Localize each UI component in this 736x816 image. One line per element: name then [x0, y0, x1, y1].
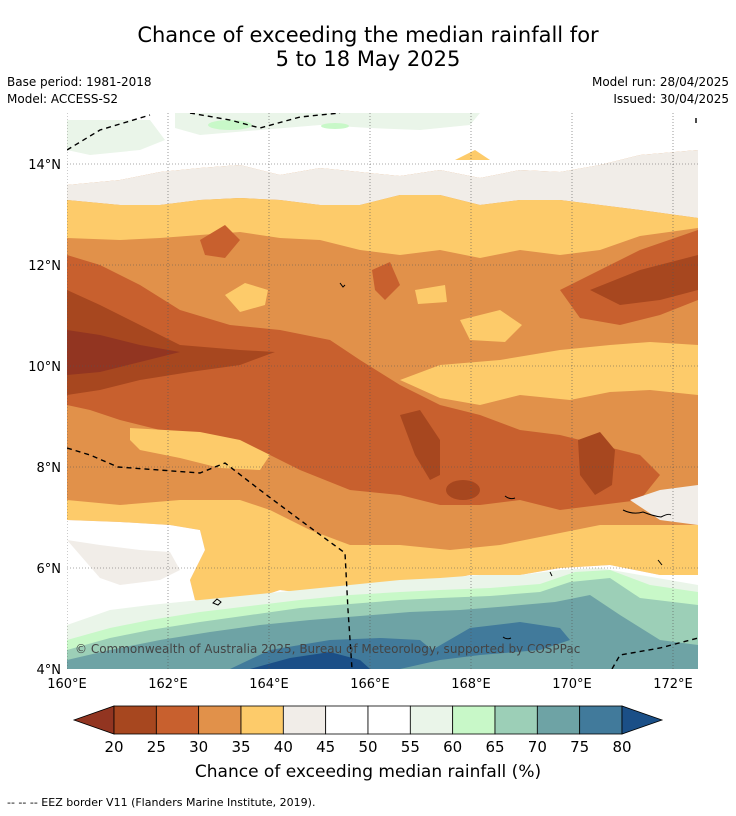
zone-yellow-north [67, 195, 698, 258]
lon-label: 166°E [350, 677, 390, 692]
colorbar-tick-label: 65 [485, 738, 504, 756]
zone-yellow-patch-3 [460, 310, 522, 342]
zone-yellow-east [400, 342, 698, 405]
colorbar-tick-label: 45 [316, 738, 335, 756]
colorbar-swatch [536, 705, 581, 735]
colorbar-tick-label: 60 [443, 738, 462, 756]
lon-label: 162°E [148, 677, 188, 692]
colorbar-tick-label: 50 [358, 738, 377, 756]
map-title-line2: 5 to 18 May 2025 [275, 47, 461, 71]
lon-label: 164°E [249, 677, 289, 692]
zone-teal-south [67, 595, 698, 669]
lat-label: 4°N [37, 663, 62, 678]
lat-label: 10°N [28, 360, 61, 375]
colorbar-swatch [409, 705, 454, 735]
grid-lines [67, 113, 698, 669]
lon-label: 170°E [552, 677, 592, 692]
lat-label: 12°N [28, 259, 61, 274]
eez-footnote: -- -- -- EEZ border V11 (Flanders Marine… [7, 796, 316, 809]
issued-date: Issued: 30/04/2025 [613, 92, 729, 106]
colorbar-tick-label: 35 [231, 738, 250, 756]
meta-left: Base period: 1981-2018 Model: ACCESS-S2 [7, 74, 152, 108]
zone-dark-orange-blob-2 [372, 262, 400, 300]
zone-dark-orange-blob [200, 225, 240, 258]
model-name: Model: ACCESS-S2 [7, 92, 119, 106]
islands [212, 282, 672, 640]
zone-green-patch-2 [321, 123, 349, 129]
colorbar-tick-label: 80 [612, 738, 631, 756]
zone-grey-southwest [67, 540, 180, 585]
zone-grey-north [67, 150, 698, 218]
zone-yellow-west-strip [130, 428, 270, 470]
lon-label: 172°E [653, 677, 693, 692]
colorbar-under-arrow [72, 705, 115, 735]
colorbar-swatch [367, 705, 411, 735]
colorbar-swatch [155, 705, 200, 735]
colorbar-tick-label: 70 [528, 738, 547, 756]
colorbar-tick-label: 40 [274, 738, 293, 756]
colorbar-swatch [282, 705, 327, 735]
lat-label: 6°N [37, 562, 62, 577]
zone-brown-blob-2 [400, 410, 440, 480]
zone-yellow-small [455, 150, 490, 160]
lon-label: 160°E [47, 677, 87, 692]
colorbar-swatch [113, 705, 157, 735]
eez-borders [67, 113, 698, 669]
copyright-text: © Commonwealth of Australia 2025, Bureau… [75, 642, 580, 656]
base-period: Base period: 1981-2018 [7, 75, 152, 89]
zone-grey-east [630, 485, 698, 525]
zone-yellow-south [67, 500, 698, 605]
colorbar: 20 25 30 35 40 45 50 55 60 65 70 75 80 [72, 705, 664, 756]
colorbar-swatch [452, 705, 496, 735]
model-run: Model run: 28/04/2025 [591, 75, 729, 89]
colorbar-swatch [325, 705, 369, 735]
zone-dark-orange-central [67, 255, 660, 510]
colorbar-swatch [494, 705, 538, 735]
zone-dark-blue-south [250, 652, 370, 669]
lat-label: 14°N [28, 158, 61, 173]
colorbar-over-arrow [621, 705, 664, 735]
zone-yellow-patch-1 [225, 283, 268, 312]
lon-label: 168°E [451, 677, 491, 692]
colorbar-tick-label: 20 [104, 738, 123, 756]
colorbar-tick-label: 55 [401, 738, 420, 756]
zone-yellow-patch-2 [415, 285, 447, 304]
colorbar-swatch [579, 705, 623, 735]
colorbar-title: Chance of exceeding median rainfall (%) [194, 762, 542, 782]
lat-label: 8°N [37, 461, 62, 476]
colorbar-tick-label: 30 [189, 738, 208, 756]
zone-brown-west [67, 290, 275, 395]
colorbar-tick-label: 25 [147, 738, 166, 756]
colorbar-swatch [198, 705, 242, 735]
colorbar-swatch [240, 705, 284, 735]
zone-brown-blob-3 [446, 480, 480, 500]
meta-right: Model run: 28/04/2025 Issued: 30/04/2025 [592, 74, 729, 108]
zone-green-patch [208, 120, 252, 130]
zone-pale-green-nw [67, 120, 165, 155]
colorbar-tick-label: 75 [570, 738, 589, 756]
zone-brown-east [590, 255, 698, 305]
longitude-labels: 160°E 162°E 164°E 166°E 168°E 170°E 172°E [47, 677, 693, 692]
map-title-line1: Chance of exceeding the median rainfall … [137, 23, 599, 47]
zone-darkest-west [67, 330, 180, 375]
map-area [67, 113, 698, 669]
latitude-labels: 4°N 6°N 8°N 10°N 12°N 14°N [28, 158, 61, 678]
zone-brown-blob [578, 432, 615, 495]
